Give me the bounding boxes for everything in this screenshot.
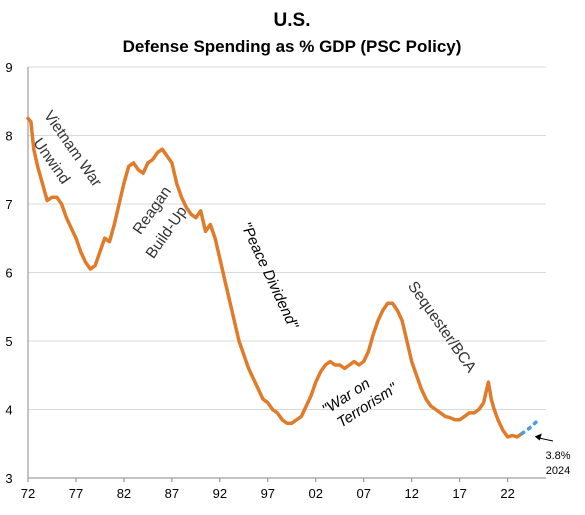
x-tick-label: 72 bbox=[21, 486, 35, 501]
gridlines bbox=[27, 66, 546, 479]
x-tick-label: 22 bbox=[500, 486, 514, 501]
chart-subtitle: Defense Spending as % GDP (PSC Policy) bbox=[123, 37, 462, 56]
callout-value: 3.8% bbox=[545, 450, 570, 462]
x-tick-label: 77 bbox=[69, 486, 83, 501]
x-axis-ticks: 72 77 82 87 92 97 02 07 12 17 22 bbox=[21, 478, 515, 501]
chart-title: U.S. bbox=[274, 10, 311, 31]
x-tick-label: 02 bbox=[309, 486, 323, 501]
projection-line bbox=[520, 420, 539, 436]
annotation-label: "Peace Dividend" bbox=[237, 220, 302, 333]
callout-group: 3.8% 2024 bbox=[534, 433, 571, 477]
y-tick-label: 3 bbox=[5, 471, 12, 486]
callout-year: 2024 bbox=[546, 465, 570, 477]
callout-arrowhead bbox=[534, 433, 542, 441]
x-tick-label: 17 bbox=[452, 486, 466, 501]
series-group bbox=[26, 116, 539, 439]
x-tick-label: 82 bbox=[117, 486, 131, 501]
y-axis-ticks: 3 4 5 6 7 8 9 bbox=[5, 60, 12, 486]
y-tick-label: 7 bbox=[5, 197, 12, 212]
defense-spending-line bbox=[26, 116, 524, 439]
y-tick-label: 4 bbox=[5, 403, 12, 418]
annotation-label: Sequester/BCA bbox=[404, 278, 480, 376]
x-tick-label: 97 bbox=[261, 486, 275, 501]
y-tick-label: 5 bbox=[5, 334, 12, 349]
y-tick-label: 9 bbox=[5, 60, 12, 75]
y-tick-label: 8 bbox=[5, 129, 12, 144]
y-tick-label: 6 bbox=[5, 266, 12, 281]
x-tick-label: 07 bbox=[357, 486, 371, 501]
x-tick-label: 92 bbox=[213, 486, 227, 501]
x-tick-label: 12 bbox=[404, 486, 418, 501]
x-tick-label: 87 bbox=[165, 486, 179, 501]
